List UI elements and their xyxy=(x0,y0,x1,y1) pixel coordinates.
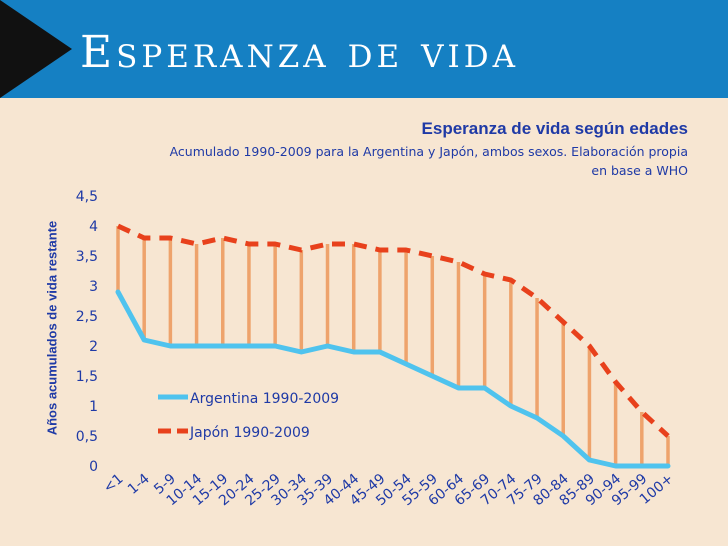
y-tick-label: 1 xyxy=(89,399,98,415)
slide-header: Esperanza de vida xyxy=(0,0,728,98)
legend-label: Japón 1990-2009 xyxy=(189,425,310,441)
arrow-icon xyxy=(0,0,72,98)
y-tick-label: 1,5 xyxy=(76,369,98,385)
y-tick-label: 2 xyxy=(89,339,98,355)
x-tick-label: 1-4 xyxy=(125,471,153,498)
y-tick-label: 2,5 xyxy=(76,309,98,325)
x-tick-label: <1 xyxy=(100,471,126,497)
y-tick-label: 0 xyxy=(89,459,98,475)
legend-label: Argentina 1990-2009 xyxy=(190,391,339,407)
y-tick-label: 4,5 xyxy=(76,189,98,205)
chart-subtitle: Acumulado 1990-2009 para la Argentina y … xyxy=(169,144,688,178)
series-line-japon xyxy=(116,223,670,438)
y-tick-label: 3 xyxy=(89,279,98,295)
y-tick-label: 0,5 xyxy=(76,429,98,445)
y-tick-label: 4 xyxy=(89,219,98,235)
series-line-argentina xyxy=(115,289,671,469)
chart-title: Esperanza de vida según edades xyxy=(421,119,688,138)
y-tick-label: 3,5 xyxy=(76,249,98,265)
slide-title: Esperanza de vida xyxy=(80,27,519,78)
